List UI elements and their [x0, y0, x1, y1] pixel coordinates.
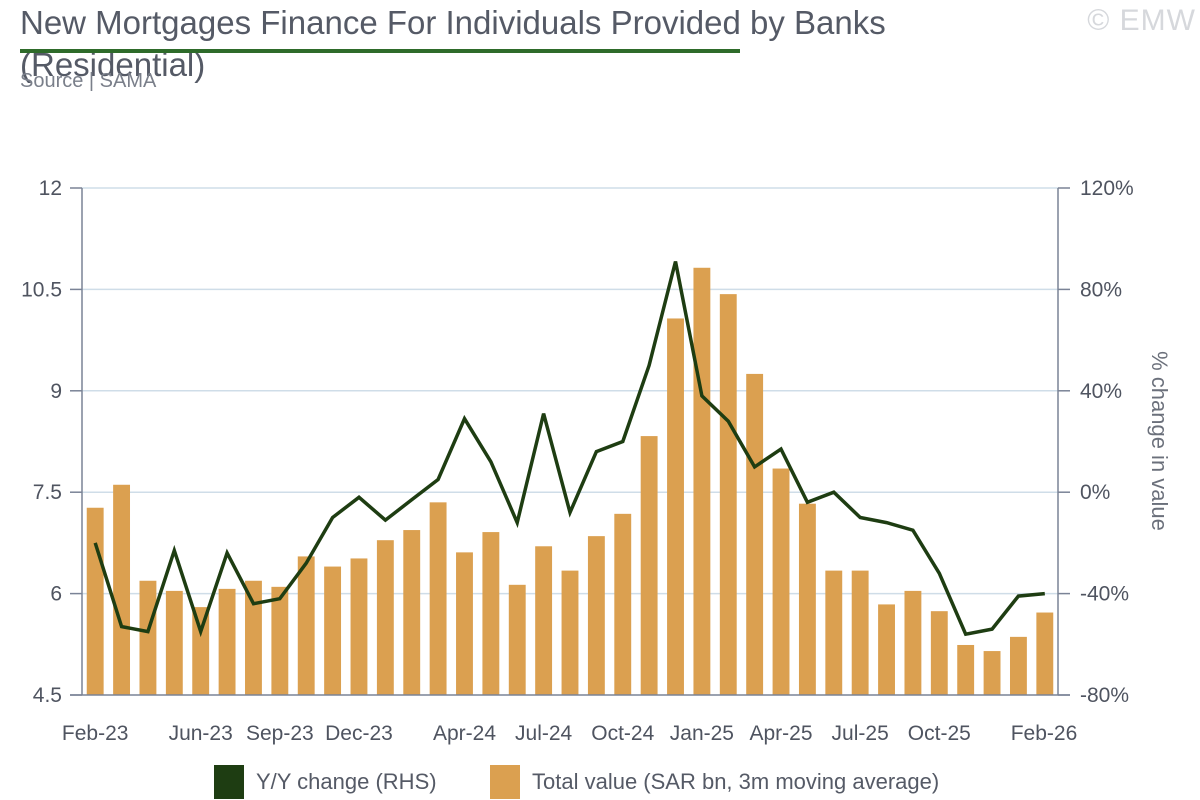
y-left-tick-label: 10.5 [21, 278, 62, 301]
bar [245, 580, 262, 695]
bar [1036, 612, 1054, 695]
bar [878, 604, 895, 695]
bar [930, 611, 948, 695]
legend-item-yy-change: Y/Y change (RHS) [214, 765, 437, 799]
bar [693, 267, 711, 695]
title-underline [20, 49, 740, 53]
y-right-tick-label: 0% [1080, 481, 1110, 504]
bar [482, 532, 500, 695]
watermark: © EMW [1087, 4, 1196, 37]
x-tick-label: Jul-25 [832, 722, 889, 745]
bar [218, 588, 236, 695]
x-tick-label: Apr-24 [433, 722, 496, 745]
y-left-tick-label: 9 [50, 380, 62, 403]
bar [561, 570, 579, 695]
y-left-tick-label: 7.5 [33, 481, 62, 504]
x-tick-label: Jun-23 [169, 722, 233, 745]
bar [139, 580, 157, 695]
bar [535, 546, 553, 695]
legend: Y/Y change (RHS) Total value (SAR bn, 3m… [0, 760, 1200, 800]
bar [429, 502, 447, 695]
y-right-tick-label: -80% [1080, 684, 1129, 707]
x-tick-label: Dec-23 [325, 722, 393, 745]
y-left-tick-label: 12 [39, 177, 62, 200]
combo-chart: 4.5 -80% 6 -40% 7.5 0% 9 40% 10.5 80% 12 120% Feb-23… [21, 177, 1172, 745]
y-right-tick-label: 120% [1080, 177, 1134, 200]
bar [904, 590, 922, 695]
legend-item-total-value: Total value (SAR bn, 3m moving average) [490, 765, 939, 799]
bar [587, 536, 605, 695]
y-left-tick-label: 6 [50, 583, 62, 606]
legend-swatch-line [214, 765, 244, 799]
bar [957, 644, 975, 695]
bar [614, 513, 632, 695]
bar [719, 294, 737, 695]
legend-label-bar: Total value (SAR bn, 3m moving average) [532, 769, 940, 794]
bar [456, 552, 473, 695]
y-right-axis-title: % change in value [1147, 351, 1172, 531]
bar [86, 507, 104, 695]
y-right-tick-label: 80% [1080, 278, 1122, 301]
y-right-tick-label: -40% [1080, 583, 1129, 606]
bar [165, 590, 183, 695]
bar [798, 503, 816, 695]
x-tick-label: Sep-23 [246, 722, 314, 745]
bar [851, 570, 869, 695]
x-tick-label: Apr-25 [750, 722, 813, 745]
x-tick-label: Oct-24 [591, 722, 654, 745]
bar [983, 651, 1001, 695]
x-tick-label: Jan-25 [670, 722, 734, 745]
bar [825, 570, 843, 695]
y-left-tick-label: 4.5 [33, 684, 62, 707]
bar [1009, 636, 1027, 695]
bar [640, 436, 658, 695]
y-right-tick-label: 40% [1080, 380, 1122, 403]
bar [350, 558, 368, 695]
bar [297, 556, 315, 695]
bar [403, 530, 421, 695]
line-yy-change [93, 261, 1045, 638]
bar [508, 584, 526, 695]
legend-label-line: Y/Y change (RHS) [256, 769, 437, 794]
bar [376, 540, 394, 695]
bar [192, 607, 210, 695]
source-label: Source | SAMA [20, 70, 157, 92]
legend-swatch-bar [490, 765, 520, 799]
bar [113, 484, 131, 695]
x-tick-label: Jul-24 [515, 722, 573, 745]
bar [746, 373, 764, 695]
x-tick-label: Feb-26 [1011, 722, 1078, 745]
bar [667, 318, 684, 695]
x-tick-label: Oct-25 [908, 722, 971, 745]
bar [271, 586, 289, 695]
x-tick-label: Feb-23 [62, 722, 129, 745]
bar [324, 566, 342, 695]
bar [772, 468, 790, 695]
